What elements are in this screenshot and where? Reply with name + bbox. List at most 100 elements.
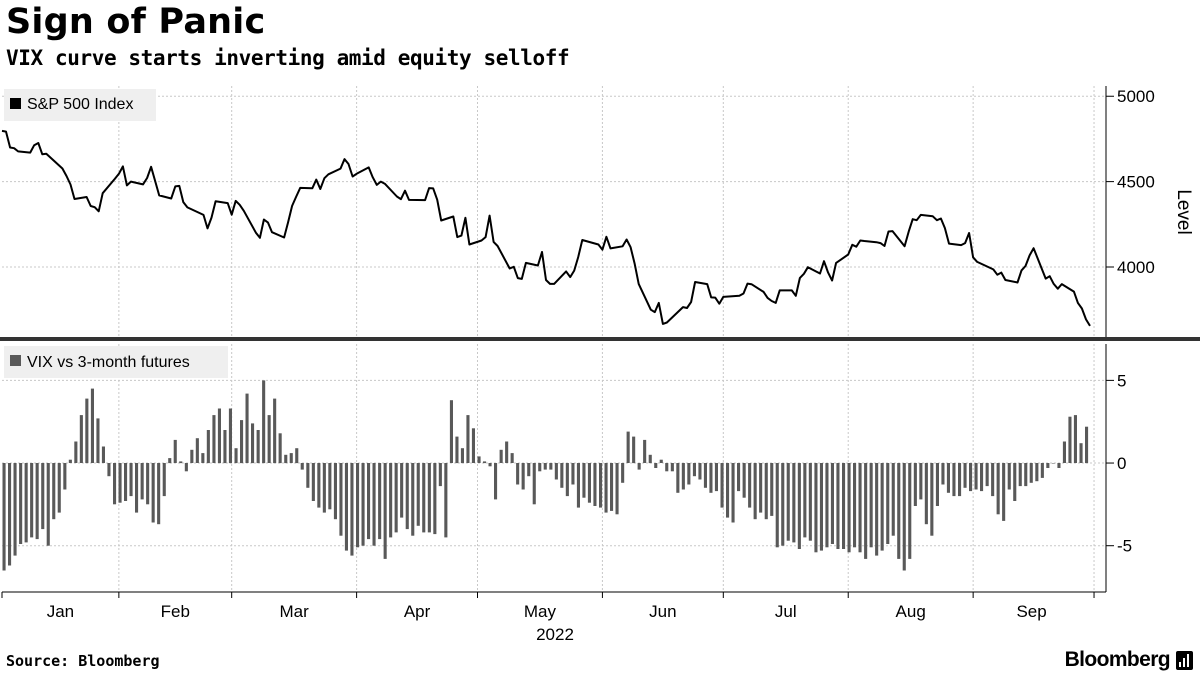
vix-basis-bar (621, 463, 625, 483)
sp500-series-line (1, 129, 1091, 327)
vix-basis-bar (891, 463, 895, 536)
vix-basis-bar (422, 463, 426, 533)
vix-basis-bar (201, 453, 205, 463)
month-tick-label: Jan (47, 602, 74, 621)
month-tick-label: Feb (161, 602, 190, 621)
vix-basis-bar (129, 463, 133, 497)
vix-basis-bar (996, 463, 1000, 515)
vix-basis-bar (565, 463, 569, 497)
vix-basis-bar (991, 463, 995, 497)
vix-basis-bar (223, 430, 227, 464)
vix-basis-bar (195, 438, 199, 463)
vix-basis-bar (411, 463, 415, 536)
vix-basis-bar (30, 463, 34, 538)
legend-background (4, 89, 156, 121)
vix-basis-bar (930, 463, 934, 536)
vix-basis-bar (1062, 441, 1066, 463)
legend-swatch (10, 98, 21, 109)
vix-basis-bar (46, 463, 50, 546)
vix-basis-bar (654, 463, 658, 468)
vix-basis-bar (251, 423, 255, 464)
vix-basis-bar (853, 463, 857, 548)
vix-basis-bar (90, 388, 94, 463)
vix-basis-bar (367, 463, 371, 540)
vix-basis-bar (350, 463, 354, 556)
vix-basis-bar (52, 463, 56, 520)
vix-basis-bar (764, 463, 768, 520)
vix-basis-bar (952, 463, 956, 497)
vix-basis-bar (1073, 415, 1077, 463)
y-tick-label: 0 (1117, 454, 1126, 473)
vix-basis-bar (825, 463, 829, 548)
vix-basis-bar (295, 448, 299, 464)
vix-basis-bar (289, 453, 293, 463)
vix-basis-bar (753, 463, 757, 520)
vix-basis-bar (847, 463, 851, 553)
vix-basis-bar (842, 463, 846, 549)
vix-basis-bar (19, 463, 23, 544)
vix-basis-bar (709, 463, 713, 493)
vix-basis-bar (1002, 463, 1006, 521)
vix-basis-bar (980, 463, 984, 492)
vix-basis-bar (190, 449, 194, 463)
vix-basis-bar (168, 458, 172, 464)
vix-basis-bar (13, 463, 17, 556)
vix-basis-bar (941, 463, 945, 485)
vix-basis-bar (228, 408, 232, 464)
vix-basis-bar (869, 463, 873, 548)
vix-basis-bar (808, 463, 812, 541)
vix-basis-bar (140, 463, 144, 500)
vix-basis-bar (488, 463, 492, 467)
vix-basis-bar (858, 463, 862, 553)
vix-basis-bar (278, 433, 282, 464)
month-tick-label: Jul (775, 602, 797, 621)
chart-subtitle: VIX curve starts inverting amid equity s… (6, 46, 570, 70)
vix-basis-bar (974, 463, 978, 490)
vix-basis-bar (880, 463, 884, 551)
vix-basis-bar (79, 415, 83, 463)
vix-basis-bar (775, 463, 779, 548)
vix-basis-bar (902, 463, 906, 571)
vix-basis-bar (162, 463, 166, 497)
vix-basis-bar (394, 463, 398, 533)
vix-basis-bar (1029, 463, 1033, 483)
month-tick-label: Aug (896, 602, 926, 621)
vix-basis-bar (510, 453, 514, 463)
vix-basis-bar (781, 463, 785, 546)
vix-basis-bar (157, 463, 161, 525)
vix-basis-bar (372, 463, 376, 546)
vix-basis-bar (1035, 463, 1039, 482)
vix-basis-bar (378, 463, 382, 540)
vix-basis-bar (245, 393, 249, 463)
y-axis-label: Level (1173, 189, 1194, 234)
vix-basis-bar (582, 463, 586, 498)
chart-title: Sign of Panic (6, 2, 266, 42)
vix-basis-bar (217, 408, 221, 464)
vix-basis-bar (124, 463, 128, 501)
vix-basis-bar (146, 463, 150, 505)
vix-basis-bar (1085, 426, 1089, 464)
vix-basis-bar (284, 454, 288, 464)
vix-basis-bar (24, 463, 28, 543)
vix-basis-bar (720, 463, 724, 508)
vix-basis-bar (101, 446, 105, 463)
vix-basis-bar (632, 436, 636, 464)
vix-basis-bar (946, 463, 950, 493)
vix-basis-bar (1046, 463, 1050, 468)
vix-basis-bar (1051, 463, 1055, 464)
vix-basis-bar (68, 459, 72, 463)
vix-basis-bar (173, 439, 177, 463)
vix-basis-bar (1013, 463, 1017, 501)
vix-basis-bar (742, 463, 746, 498)
vix-basis-bar (460, 448, 464, 464)
vix-basis-bar (527, 463, 531, 477)
month-tick-label: Sep (1016, 602, 1046, 621)
vix-basis-bar (212, 415, 216, 463)
vix-basis-bar (427, 463, 431, 533)
vix-basis-bar (416, 463, 420, 526)
vix-basis-bar (322, 463, 326, 513)
y-tick-label: 5 (1117, 371, 1126, 390)
vix-basis-bar (554, 463, 558, 480)
vix-basis-bar (256, 430, 260, 464)
vix-basis-bar (593, 463, 597, 506)
